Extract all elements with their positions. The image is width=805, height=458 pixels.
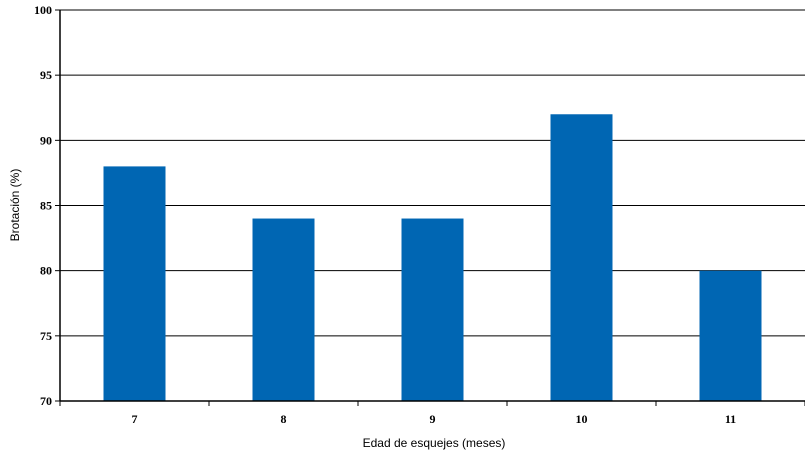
y-tick-label: 80	[40, 264, 52, 278]
y-tick-label: 85	[40, 199, 52, 213]
bar-7	[103, 166, 166, 401]
y-axis-label: Brotación (%)	[8, 169, 22, 242]
x-axis-label: Edad de esquejes (meses)	[363, 436, 506, 450]
x-tick-label: 10	[576, 412, 588, 426]
x-tick-label: 8	[281, 412, 287, 426]
y-tick-label: 75	[40, 329, 52, 343]
y-tick-label: 100	[34, 3, 52, 17]
x-tick-label: 11	[725, 412, 736, 426]
x-tick-label: 9	[430, 412, 436, 426]
y-tick-label: 90	[40, 133, 52, 147]
y-tick-label: 95	[40, 68, 52, 82]
bars	[103, 114, 762, 402]
y-tick-labels: 70 75 80 85 90 95 100	[34, 3, 60, 408]
bar-10	[550, 114, 613, 402]
x-tick-label: 7	[132, 412, 138, 426]
x-tick-labels: 7 8 9 10 11	[59, 401, 805, 426]
bar-9	[401, 218, 464, 401]
bar-8	[252, 218, 315, 401]
y-tick-label: 70	[40, 394, 52, 408]
bar-11	[699, 270, 762, 401]
